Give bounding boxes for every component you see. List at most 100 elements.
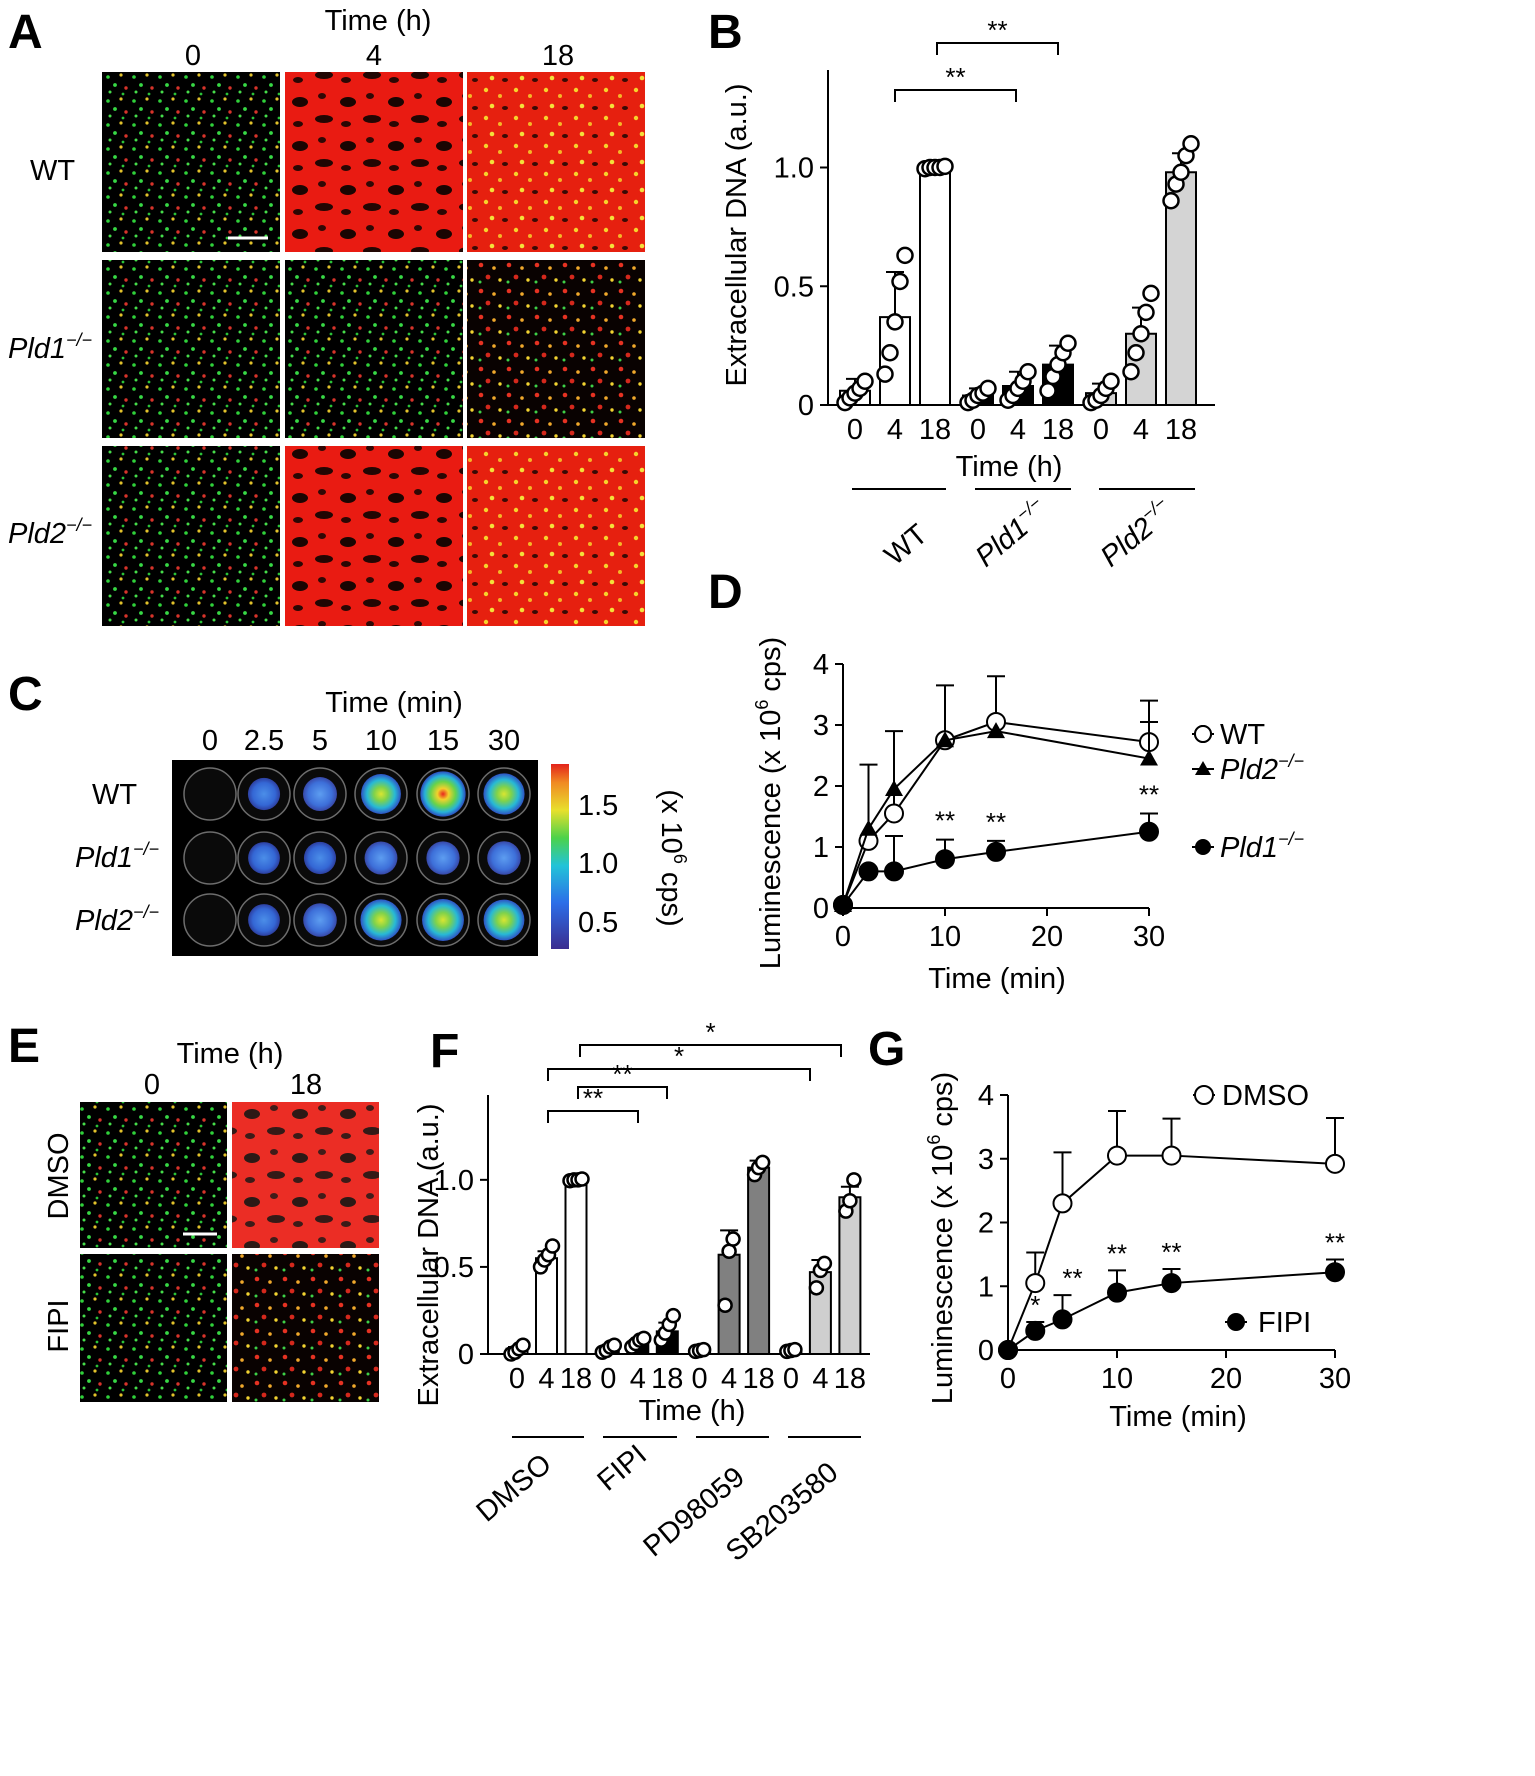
panel-f: F Extracellular DNA (a.u.) Time (h) 0 0.5…: [413, 1017, 870, 1568]
data-point: [986, 841, 1006, 862]
data-point: [636, 1330, 652, 1347]
data-point: [1019, 363, 1037, 381]
y-axis-label: Extracellular DNA (a.u.): [721, 84, 753, 387]
micrograph-pld1-0h: [102, 260, 280, 438]
plot-area: 00.51.00 4 18 0 4 18 0 4 18****: [774, 15, 1215, 446]
micrograph-pld1-4h: [285, 260, 463, 438]
x-tick-label: 0: [600, 1363, 616, 1395]
micrograph-dmso-0h: [80, 1102, 227, 1248]
data-point: [1127, 344, 1145, 362]
data-point: [842, 1192, 858, 1209]
data-point: [1161, 1273, 1182, 1294]
well-signal: [483, 773, 525, 815]
group-label: FIPI: [592, 1439, 653, 1498]
data-point: [881, 344, 899, 362]
data-point: [1140, 749, 1158, 766]
series-line: [842, 730, 1150, 906]
row-label-wt: WT: [30, 155, 75, 187]
x-tick-label: 0: [692, 1363, 708, 1395]
well-signal: [248, 904, 280, 936]
well-signal: [361, 774, 401, 814]
panel-e: E Time (h) 0 18 DMSO FIPI: [8, 1020, 379, 1402]
data-point: [886, 313, 904, 331]
data-point: [1039, 382, 1057, 400]
time-label: 15: [427, 725, 459, 757]
x-tick-label: 4: [812, 1363, 828, 1395]
data-point: [1052, 1193, 1073, 1214]
micrograph-fipi-0h: [80, 1254, 227, 1402]
time-label: 10: [365, 725, 397, 757]
data-point: [979, 379, 997, 398]
data-point: [936, 157, 954, 176]
data-point: [816, 1255, 833, 1272]
y-tick-label: 0: [813, 893, 829, 925]
significance-bracket: [547, 1110, 639, 1123]
x-axis-label: Time (h): [956, 451, 1063, 483]
data-point: [754, 1154, 771, 1171]
data-point: [725, 1231, 741, 1247]
data-point: [1325, 1262, 1345, 1283]
y-tick-label: 3: [978, 1144, 994, 1176]
x-tick-label: 0: [835, 921, 851, 953]
well-ring: [183, 767, 237, 821]
bar: [919, 166, 951, 406]
x-tick-label: 0: [970, 414, 986, 446]
data-point: [1052, 1309, 1073, 1330]
micrograph-wt-0h: [102, 72, 280, 252]
panel-letter: A: [8, 6, 43, 59]
y-tick-label: 0: [458, 1339, 474, 1371]
legend-label: Pld1−/−: [1220, 829, 1304, 864]
significance-label: **: [1107, 1238, 1127, 1268]
x-tick-label: 4: [630, 1363, 646, 1395]
x-axis-label: Time (min): [1109, 1401, 1246, 1433]
panel-letter: G: [868, 1023, 905, 1076]
well-signal: [303, 903, 337, 937]
time-label: 5: [312, 725, 328, 757]
x-tick-label: 10: [1101, 1363, 1133, 1395]
x-tick-label: 20: [1031, 921, 1063, 953]
y-tick-label: 0: [978, 1335, 994, 1367]
panel-g: G Luminescence (x 106 cps) Time (min) 0 1…: [868, 1023, 1351, 1433]
group-label: DMSO: [471, 1448, 558, 1528]
group-label: Pld2−/−: [1093, 493, 1180, 574]
data-point: [1182, 135, 1200, 153]
x-tick-label: 0: [847, 414, 863, 446]
micrograph-fipi-18h: [232, 1254, 379, 1402]
panel-letter: B: [708, 6, 743, 59]
data-point: [935, 849, 955, 870]
well-signal: [487, 841, 521, 875]
significance-bracket: [894, 89, 1017, 102]
data-point: [859, 819, 878, 836]
micrograph-pld2-4h: [285, 446, 463, 626]
time-label: 4: [366, 40, 382, 72]
data-point: [1102, 372, 1120, 390]
time-label: 0: [144, 1069, 160, 1101]
series-line: [1007, 1154, 1336, 1351]
colorbar-label: (x 106 cps): [655, 789, 690, 926]
time-labels: 0 2.5 5 10 15 30: [202, 725, 520, 757]
panel-c: C Time (min) 0 2.5 5 10 15 30 WT Pld1−/−…: [8, 668, 690, 956]
colorbar-tick: 0.5: [578, 907, 618, 939]
y-tick-label: 0: [798, 390, 814, 422]
well-signal: [247, 777, 281, 811]
y-tick-label: 4: [978, 1080, 994, 1112]
y-axis-label: Luminescence (x 106 cps): [924, 1072, 959, 1404]
data-point: [884, 803, 904, 824]
panel-a: A Time (h) 0 4 18 WT Pld1−/− Pld2−/−: [8, 5, 645, 626]
panel-letter: C: [8, 668, 43, 721]
panel-d: D Luminescence (x 106 cps) Time (min) 0 1…: [708, 566, 1304, 995]
y-tick-label: 4: [813, 649, 829, 681]
x-tick-label: 4: [721, 1363, 737, 1395]
micrograph-dmso-18h: [232, 1102, 379, 1248]
x-tick-label: 18: [560, 1363, 592, 1395]
x-tick-label: 18: [1042, 414, 1074, 446]
significance-label: *: [674, 1041, 684, 1071]
legend: WT Pld2−/− Pld1−/−: [1192, 719, 1304, 864]
well-signal: [422, 899, 464, 941]
significance-label: *: [1030, 1290, 1040, 1320]
x-tick-label: 0: [1093, 414, 1109, 446]
well-signal: [426, 841, 460, 875]
group-label: WT: [879, 518, 934, 572]
legend-marker-pld2: [1195, 761, 1211, 775]
data-point: [1132, 325, 1150, 343]
